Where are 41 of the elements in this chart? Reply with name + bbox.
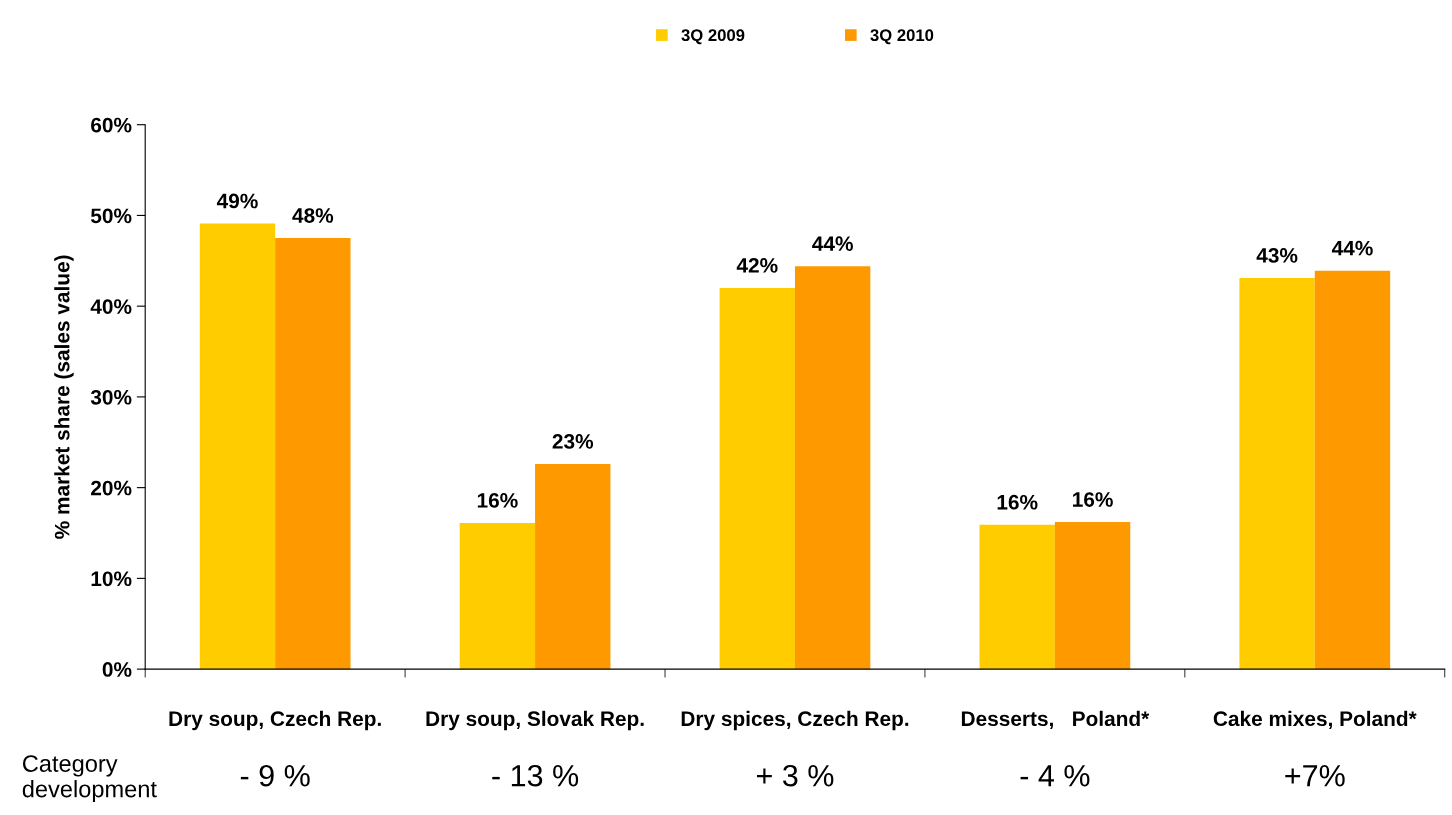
- text: Category development: [22, 755, 157, 803]
- data-label: 23%: [552, 434, 594, 449]
- data-label: 16%: [477, 493, 518, 508]
- bar: [1239, 278, 1315, 670]
- legend-label: 3Q 2010: [870, 29, 934, 45]
- x-tick-label: Desserts, Poland*: [961, 710, 1150, 730]
- data-label: 16%: [997, 494, 1038, 510]
- bar: [275, 238, 351, 670]
- y-axis-title: % market share (sales value): [54, 255, 74, 539]
- y-tick-label: 60%: [91, 117, 132, 133]
- text: - 9 %: [240, 764, 310, 787]
- y-tick-label: 50%: [90, 208, 132, 224]
- data-label: 16%: [1073, 492, 1113, 507]
- data-label: 43%: [1256, 248, 1298, 263]
- x-tick-label: Cake mixes, Poland*: [1213, 710, 1417, 730]
- bar: [1054, 522, 1131, 670]
- y-tick-label: 10%: [91, 571, 132, 587]
- legend-label: 3Q 2009: [681, 29, 745, 45]
- bar: [719, 288, 795, 670]
- y-tick-label: 30%: [90, 389, 132, 405]
- x-tick-label: Dry spices, Czech Rep.: [681, 710, 909, 731]
- y-tick-label: 20%: [91, 480, 132, 496]
- bar: [1314, 270, 1391, 670]
- data-label: 44%: [1331, 240, 1373, 256]
- data-label: 49%: [216, 193, 258, 209]
- y-tick-label: 40%: [90, 299, 132, 314]
- text: - 13 %: [492, 764, 579, 787]
- bar: [535, 464, 611, 670]
- x-tick-label: Dry soup, Czech Rep.: [169, 710, 381, 731]
- bar: [459, 523, 536, 670]
- bar: [979, 524, 1055, 670]
- bar: [794, 266, 871, 670]
- text: - 4 %: [1020, 765, 1090, 787]
- data-label: 48%: [292, 208, 334, 223]
- data-label: 44%: [812, 236, 853, 251]
- data-label: 42%: [736, 258, 778, 273]
- text: + 3 %: [756, 764, 834, 787]
- text: +7%: [1285, 765, 1345, 787]
- x-tick-label: Dry soup, Slovak Rep.: [426, 710, 644, 731]
- bar: [199, 223, 276, 670]
- y-tick-label: 0%: [102, 662, 132, 677]
